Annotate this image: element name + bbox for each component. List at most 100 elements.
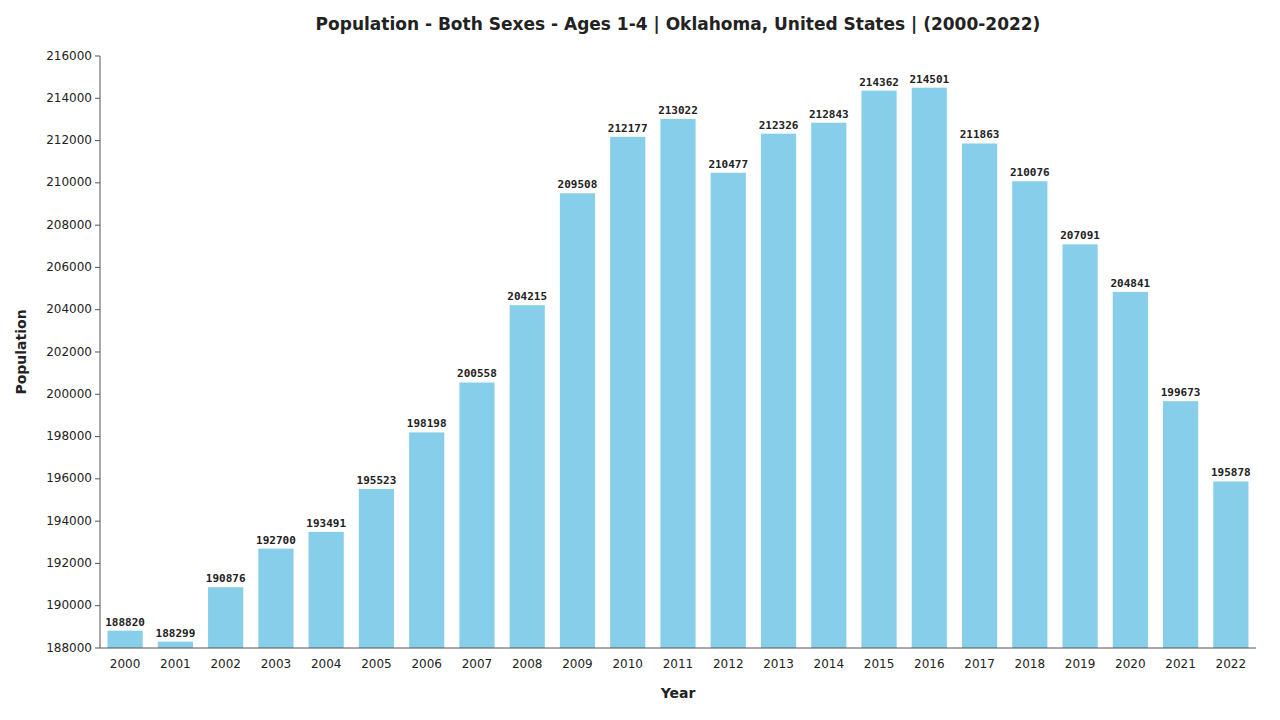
- y-tick-label: 212000: [46, 133, 92, 147]
- x-tick-label: 2007: [462, 657, 493, 671]
- data-label: 192700: [256, 534, 296, 547]
- y-tick: [95, 521, 100, 522]
- data-label: 212843: [809, 108, 849, 121]
- y-tick-label: 198000: [46, 429, 92, 443]
- y-tick: [95, 352, 100, 353]
- data-label: 210477: [708, 158, 748, 171]
- title: Population - Both Sexes - Ages 1-4 | Okl…: [316, 14, 1041, 34]
- y-tick-label: 192000: [46, 556, 92, 570]
- x-tick-label: 2016: [914, 657, 945, 671]
- data-label: 212326: [759, 119, 799, 132]
- bar: [962, 143, 997, 648]
- data-label: 213022: [658, 104, 698, 117]
- y-axis-line: [100, 56, 101, 648]
- data-label: 212177: [608, 122, 648, 135]
- bar: [1213, 481, 1248, 648]
- x-tick-label: 2017: [964, 657, 995, 671]
- x-tick-label: 2022: [1216, 657, 1247, 671]
- bar: [108, 631, 143, 648]
- y-tick-label: 206000: [46, 260, 92, 274]
- bar: [1163, 401, 1198, 648]
- x-tick-label: 2013: [763, 657, 794, 671]
- y-tick-label: 190000: [46, 598, 92, 612]
- y-tick: [95, 394, 100, 395]
- bar: [258, 549, 293, 648]
- data-label: 195523: [357, 474, 397, 487]
- data-label: 190876: [206, 572, 246, 585]
- y-tick-label: 210000: [46, 175, 92, 189]
- y-tick: [95, 436, 100, 437]
- x-tick-label: 2015: [864, 657, 895, 671]
- bar: [1062, 244, 1097, 648]
- x-tick-label: 2002: [210, 657, 241, 671]
- y-tick: [95, 98, 100, 99]
- y-tick-label: 204000: [46, 302, 92, 316]
- y-tick: [95, 605, 100, 606]
- data-label: 193491: [306, 517, 346, 530]
- y-tick: [95, 182, 100, 183]
- bar: [660, 119, 695, 648]
- y-tick-label: 196000: [46, 471, 92, 485]
- bar: [208, 587, 243, 648]
- bar: [510, 305, 545, 648]
- bar: [811, 123, 846, 648]
- y-axis-label: Population: [13, 309, 29, 394]
- y-tick: [95, 225, 100, 226]
- data-label: 214362: [859, 76, 899, 89]
- x-tick-label: 2014: [814, 657, 845, 671]
- data-label: 204215: [507, 290, 547, 303]
- x-tick-label: 2003: [261, 657, 292, 671]
- bar: [409, 432, 444, 648]
- y-tick-label: 200000: [46, 387, 92, 401]
- y-tick: [95, 267, 100, 268]
- bar: [761, 134, 796, 648]
- x-tick-label: 2020: [1115, 657, 1146, 671]
- bar: [459, 382, 494, 648]
- data-label: 211863: [960, 128, 1000, 141]
- x-tick-label: 2012: [713, 657, 744, 671]
- y-tick-label: 216000: [46, 49, 92, 63]
- y-tick: [95, 563, 100, 564]
- bar: [158, 642, 193, 648]
- x-tick-label: 2000: [110, 657, 141, 671]
- data-label: 198198: [407, 417, 447, 430]
- y-tick: [95, 309, 100, 310]
- y-tick-label: 202000: [46, 345, 92, 359]
- chart-container: 188000 190000 192000 194000 196000 198000 2000…: [0, 0, 1280, 720]
- data-label: 188299: [156, 627, 196, 640]
- x-tick-label: 2001: [160, 657, 191, 671]
- data-label: 195878: [1211, 466, 1251, 479]
- y-tick: [95, 478, 100, 479]
- y-tick: [95, 648, 100, 649]
- data-label: 209508: [558, 178, 598, 191]
- bar: [711, 173, 746, 648]
- data-label: 207091: [1060, 229, 1100, 242]
- x-tick-label: 2011: [663, 657, 694, 671]
- bar: [610, 137, 645, 648]
- data-label: 214501: [909, 73, 949, 86]
- x-tick-label: 2018: [1015, 657, 1046, 671]
- bar: [560, 193, 595, 648]
- x-tick-label: 2008: [512, 657, 543, 671]
- chart-svg: 188000 190000 192000 194000 196000 198000 2000…: [0, 0, 1280, 720]
- x-tick-label: 2006: [411, 657, 442, 671]
- y-tick: [95, 140, 100, 141]
- bar: [309, 532, 344, 648]
- x-tick-label: 2010: [612, 657, 643, 671]
- y-tick-label: 188000: [46, 641, 92, 655]
- x-axis-label: Year: [660, 685, 696, 701]
- x-axis-line: [100, 648, 1256, 649]
- bars: [108, 88, 1249, 648]
- data-label: 188820: [105, 616, 145, 629]
- y-tick-label: 194000: [46, 514, 92, 528]
- data-label: 204841: [1110, 277, 1150, 290]
- x-tick-label: 2021: [1165, 657, 1196, 671]
- y-tick-label: 208000: [46, 218, 92, 232]
- data-label: 200558: [457, 367, 497, 380]
- x-tick-label: 2004: [311, 657, 342, 671]
- y-tick: [95, 56, 100, 57]
- data-label: 199673: [1161, 386, 1201, 399]
- y-tick-label: 214000: [46, 91, 92, 105]
- x-tick-label: 2005: [361, 657, 392, 671]
- bar: [1012, 181, 1047, 648]
